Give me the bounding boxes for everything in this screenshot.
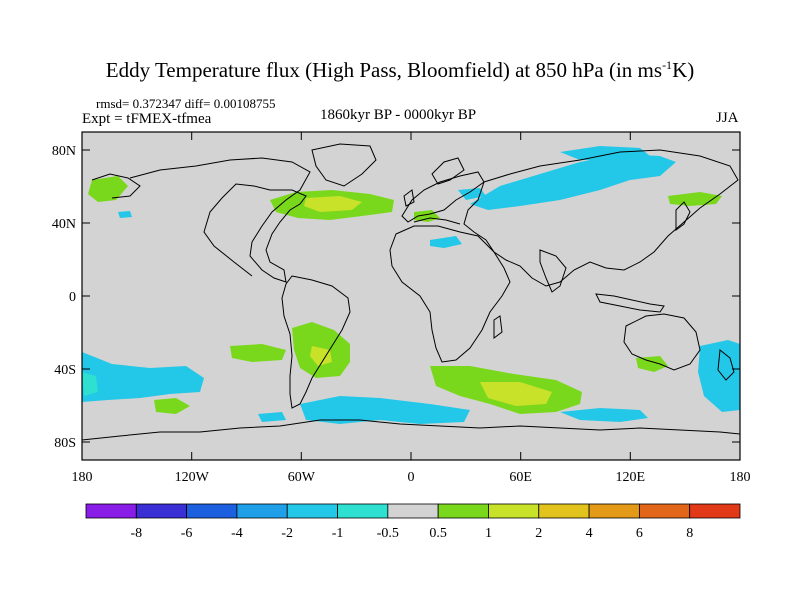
colorbar-label: 8: [686, 526, 693, 541]
colorbar-label: 6: [636, 526, 643, 541]
coast-africa: [389, 225, 511, 363]
colorbar-swatch: [638, 503, 691, 519]
colorbar-label: -2: [281, 526, 293, 541]
negative-region-arctic: [560, 146, 650, 160]
lon-label-120w: 120W: [175, 470, 210, 485]
experiment-label: Expt = tFMEX-tfmea: [82, 111, 212, 127]
positive-region-australia: [636, 356, 668, 372]
colorbar-swatch: [437, 503, 489, 519]
colorbar-label: 4: [586, 526, 593, 541]
colorbar-swatch: [588, 503, 640, 519]
coast-india: [539, 249, 567, 293]
negative-region-s-pacific-west: [82, 372, 98, 396]
coast-madagascar: [493, 315, 503, 339]
coastlines: [82, 143, 740, 441]
axis-ticks: [81, 132, 741, 460]
lat-label-40s: 40S: [54, 363, 76, 378]
coast-greenland: [311, 143, 377, 187]
colorbar-swatch: [689, 503, 741, 519]
coast-mediterranean: [413, 217, 461, 225]
lon-label-0: 0: [408, 470, 415, 485]
colorbar-label: 2: [535, 526, 542, 541]
lon-label-60e: 60E: [509, 470, 532, 485]
negative-region-s-pacific: [82, 352, 204, 402]
map-title: Eddy Temperature flux (High Pass, Bloomf…: [105, 58, 695, 82]
coast-south-america: [281, 275, 351, 409]
stats-text: rmsd= 0.372347 diff= 0.00108755: [96, 96, 276, 111]
coast-antarctica: [82, 419, 740, 441]
lon-label-180w: 180: [72, 470, 93, 485]
negative-region-siberia: [470, 154, 676, 210]
colorbar-label: 1: [485, 526, 492, 541]
colorbar-swatch: [135, 503, 188, 519]
negative-region-europe: [430, 236, 462, 248]
colorbar-swatch: [387, 503, 439, 519]
period-label: 1860kyr BP - 0000kyr BP: [320, 107, 477, 123]
lon-label-180e: 180: [730, 470, 751, 485]
lat-label-80n: 80N: [52, 144, 76, 159]
coast-europe: [401, 171, 485, 223]
negative-region-s-ocean-east: [560, 408, 648, 422]
positive-region-s-america-core: [310, 346, 332, 366]
season-label: JJA: [716, 110, 739, 126]
lat-label-40n: 40N: [52, 217, 76, 232]
colorbar-label: -1: [332, 526, 344, 541]
colorbar-swatch: [286, 503, 338, 519]
colorbar-swatch: [488, 503, 540, 519]
coast-north-america: [129, 157, 311, 283]
colorbar-swatch: [85, 503, 137, 519]
coast-new-zealand: [717, 349, 735, 381]
colorbar-swatch: [538, 503, 590, 519]
lon-label-120e: 120E: [616, 470, 646, 485]
lon-label-60w: 60W: [288, 470, 316, 485]
colorbar: -8 -6 -4 -2 -1 -0.5 0.5 1 2 4 6 8: [85, 503, 741, 541]
lat-label-80s: 80S: [54, 436, 76, 451]
colorbar-swatch: [236, 503, 288, 519]
positive-region-n-pacific: [88, 176, 128, 202]
negative-region-s-ocean-small: [258, 412, 286, 422]
colorbar-label: -0.5: [377, 526, 399, 541]
positive-region-s-indian-core: [480, 382, 552, 406]
negative-region-s-ocean-mid: [300, 396, 470, 424]
colorbar-label: -8: [130, 526, 142, 541]
coast-indonesia: [595, 293, 665, 313]
positive-region-s-pacific: [230, 344, 286, 362]
negative-region-n-pacific-small: [118, 211, 132, 218]
colorbar-swatch: [186, 503, 238, 519]
coast-australia: [623, 313, 701, 371]
coast-japan: [675, 201, 691, 231]
coast-uk: [403, 189, 415, 207]
coast-alaska: [91, 173, 141, 199]
colorbar-label: -4: [231, 526, 243, 541]
coast-scandinavia: [431, 157, 465, 185]
positive-region-s-ocean: [154, 398, 190, 414]
colorbar-label: -6: [181, 526, 193, 541]
colorbar-label: 0.5: [429, 526, 447, 541]
colorbar-swatch: [337, 503, 389, 519]
coast-asia: [463, 149, 739, 287]
positive-region-n-atlantic-core: [304, 196, 362, 212]
lat-label-0: 0: [69, 290, 76, 305]
